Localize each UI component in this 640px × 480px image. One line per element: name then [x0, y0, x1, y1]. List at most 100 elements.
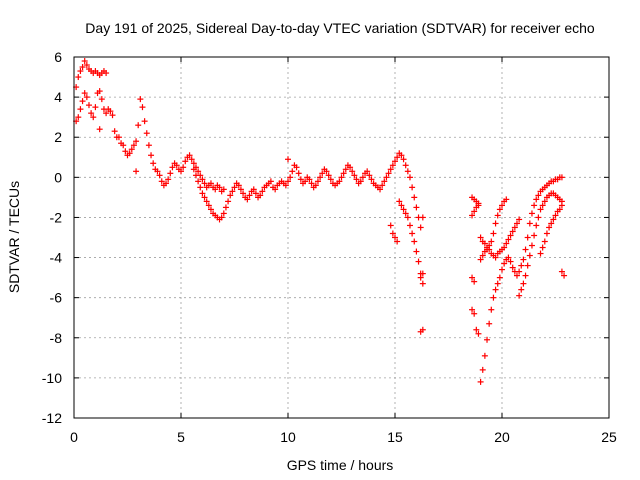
- data-point: [351, 172, 358, 179]
- data-point: [150, 160, 157, 167]
- data-point: [511, 224, 518, 231]
- data-point: [188, 156, 195, 163]
- data-point: [377, 186, 384, 193]
- y-tick-label: 2: [54, 129, 62, 145]
- data-point: [415, 258, 422, 265]
- data-point: [520, 280, 527, 287]
- data-point: [507, 232, 514, 239]
- data-point: [103, 70, 110, 77]
- data-point: [488, 306, 495, 313]
- y-tick-label: -12: [42, 410, 62, 426]
- data-point: [139, 104, 146, 111]
- data-point: [471, 310, 478, 317]
- data-point: [396, 198, 403, 205]
- data-point: [419, 214, 426, 221]
- data-point: [366, 172, 373, 179]
- data-point: [492, 220, 499, 227]
- data-point: [90, 114, 97, 121]
- data-point: [220, 210, 227, 217]
- grid: [74, 57, 609, 418]
- data-point: [327, 176, 334, 183]
- data-point: [282, 182, 289, 189]
- data-point: [77, 106, 84, 113]
- data-point: [347, 164, 354, 171]
- data-point: [513, 220, 520, 227]
- data-point: [541, 198, 548, 205]
- data-point: [158, 178, 165, 185]
- data-point: [244, 196, 251, 203]
- data-point: [394, 238, 401, 245]
- data-point: [257, 192, 264, 199]
- data-point: [79, 64, 86, 71]
- data-point: [490, 230, 497, 237]
- data-point: [501, 260, 508, 267]
- x-tick-label: 5: [177, 429, 185, 445]
- y-tick-label: -2: [50, 209, 63, 225]
- data-point: [522, 246, 529, 253]
- data-point: [252, 190, 259, 197]
- chart-title: Day 191 of 2025, Sidereal Day-to-day VTE…: [85, 20, 595, 36]
- plot-frame: [73, 56, 610, 419]
- x-tick-label: 0: [70, 429, 78, 445]
- data-point: [411, 194, 418, 201]
- x-tick-label: 25: [601, 429, 617, 445]
- data-point: [469, 306, 476, 313]
- data-point: [518, 262, 525, 269]
- data-point: [115, 134, 122, 141]
- data-point: [107, 108, 114, 115]
- data-point: [306, 176, 313, 183]
- data-point: [190, 160, 197, 167]
- data-point: [182, 158, 189, 165]
- data-point: [387, 166, 394, 173]
- data-point: [505, 254, 512, 261]
- data-point: [406, 174, 413, 181]
- data-point: [419, 326, 426, 333]
- data-point: [492, 286, 499, 293]
- data-point: [524, 234, 531, 241]
- data-point: [496, 274, 503, 281]
- data-point: [81, 90, 88, 97]
- data-point: [494, 280, 501, 287]
- data-point: [392, 234, 398, 241]
- data-point: [518, 286, 525, 293]
- data-point: [404, 168, 411, 175]
- data-point: [475, 330, 482, 337]
- data-point: [295, 170, 302, 177]
- data-point: [486, 320, 493, 327]
- data-point: [133, 168, 140, 175]
- data-point: [411, 238, 418, 245]
- data-point: [154, 168, 161, 175]
- data-point: [235, 182, 242, 189]
- data-point: [477, 378, 484, 385]
- data-point: [145, 142, 152, 149]
- data-point: [556, 206, 563, 213]
- data-point: [501, 244, 508, 251]
- y-tick-label: 4: [54, 89, 62, 105]
- data-point: [79, 98, 86, 105]
- data-point: [126, 150, 133, 157]
- data-point: [319, 170, 326, 177]
- data-point: [413, 248, 420, 255]
- y-tick-label: -8: [50, 330, 63, 346]
- data-point: [237, 186, 244, 193]
- data-point: [479, 252, 486, 259]
- data-point: [499, 266, 505, 273]
- data-point: [203, 198, 210, 205]
- data-point: [471, 278, 478, 285]
- y-tick-label: -6: [50, 290, 63, 306]
- data-point: [302, 178, 309, 185]
- data-point: [357, 178, 364, 185]
- data-points: [73, 58, 568, 385]
- data-point: [539, 244, 546, 251]
- data-point: [192, 172, 199, 179]
- data-point: [488, 238, 495, 245]
- data-point: [75, 114, 82, 121]
- data-point: [379, 182, 386, 189]
- data-point: [130, 142, 137, 149]
- data-point: [394, 154, 401, 161]
- data-point: [509, 228, 516, 235]
- data-point: [503, 240, 510, 247]
- data-point: [492, 254, 499, 261]
- data-point: [92, 104, 99, 111]
- data-point: [285, 178, 291, 185]
